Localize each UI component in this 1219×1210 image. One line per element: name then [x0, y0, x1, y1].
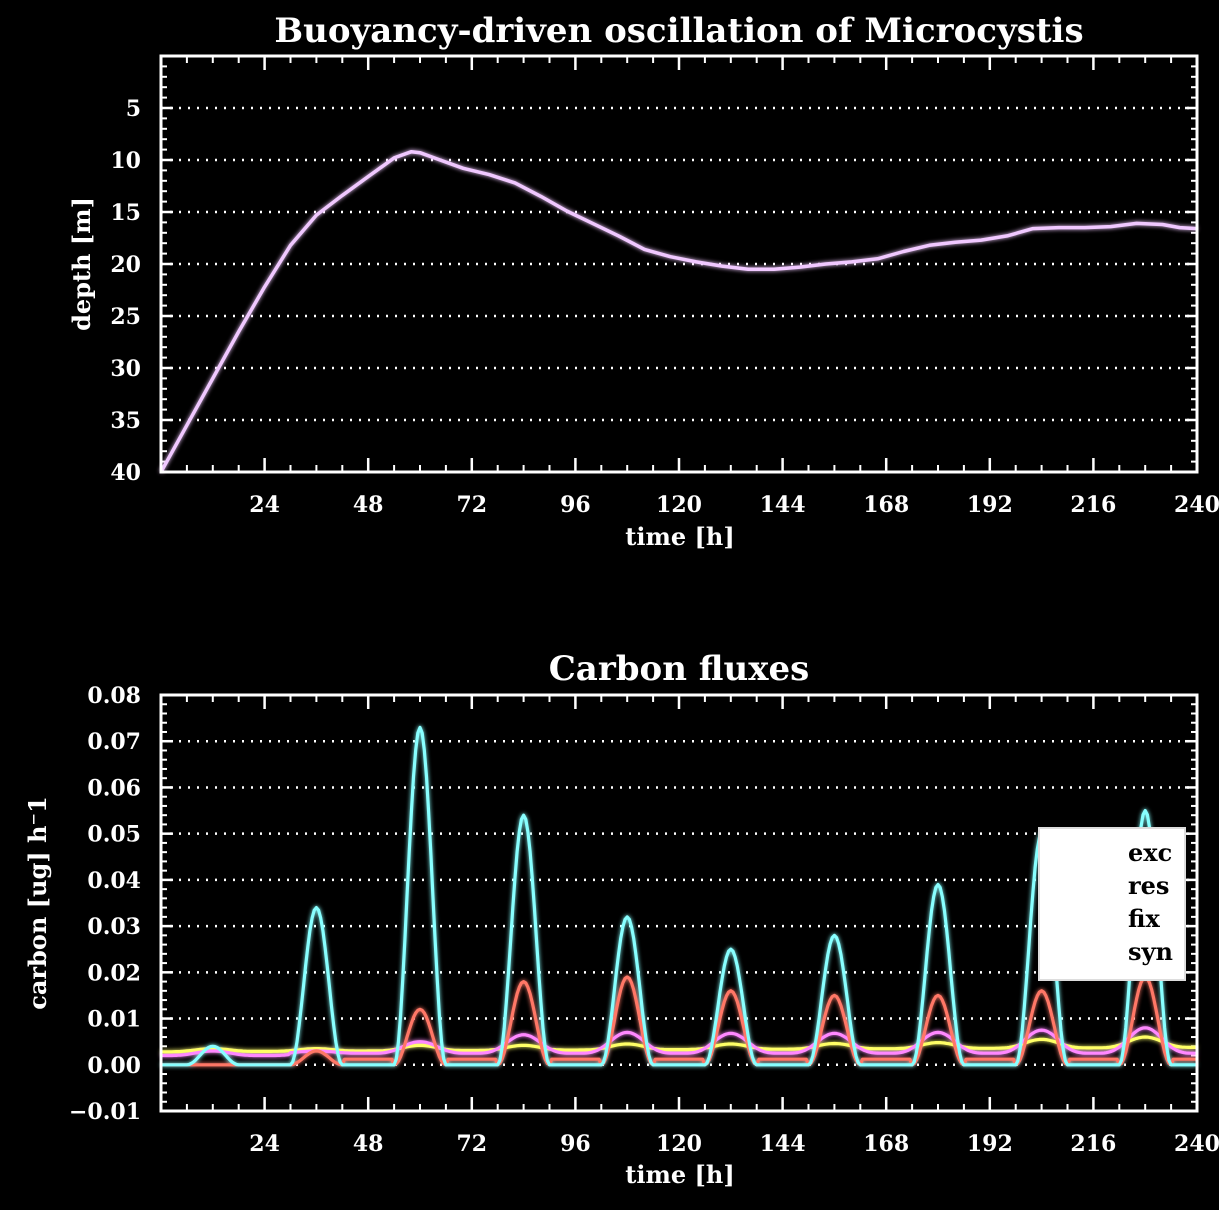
carbon-series-syn	[161, 975, 1197, 1067]
carbon-y-axis-label: carbon [ug] h⁻1	[23, 796, 52, 1010]
depth-x-tick-label: 144	[760, 492, 806, 518]
depth-y-tick-label: 10	[110, 148, 141, 174]
depth-series	[159, 149, 1198, 473]
depth-x-tick-label: 96	[560, 492, 591, 518]
carbon-x-tick-label: 72	[456, 1131, 487, 1157]
carbon-series	[161, 725, 1197, 1067]
depth-x-tick-label: 48	[353, 492, 384, 518]
carbon-legend: exc res fix syn	[1038, 827, 1186, 981]
depth-y-axis-label: depth [m]	[67, 197, 96, 331]
depth-x-tick-label: 192	[967, 492, 1013, 518]
carbon-x-tick-label: 216	[1070, 1131, 1116, 1157]
legend-label-res: res	[1128, 871, 1169, 900]
depth-y-tick-label: 15	[110, 200, 141, 226]
depth-x-tick-label: 168	[863, 492, 909, 518]
depth-ticks	[161, 56, 1199, 474]
depth-x-tick-label: 120	[656, 492, 702, 518]
carbon-y-tick-label: 0.03	[87, 914, 141, 940]
carbon-x-tick-label: 48	[353, 1131, 384, 1157]
depth-x-tick-label: 24	[249, 492, 280, 518]
depth-series-line	[159, 149, 1198, 473]
legend-label-syn: syn	[1128, 937, 1173, 966]
carbon-y-tick-label: −0.01	[69, 1099, 141, 1125]
carbon-x-tick-label: 24	[249, 1131, 280, 1157]
depth-gridlines	[161, 106, 1197, 422]
depth-y-tick-label: 5	[126, 96, 141, 122]
carbon-x-tick-label: 144	[760, 1131, 806, 1157]
depth-x-axis-label: time [h]	[625, 522, 734, 551]
carbon-y-tick-label: 0.01	[87, 1007, 141, 1033]
depth-y-tick-label: 35	[110, 408, 141, 434]
depth-y-tick-label: 40	[110, 460, 141, 486]
carbon-y-tick-label: 0.08	[87, 683, 141, 709]
carbon-y-tick-label: 0.05	[87, 822, 141, 848]
carbon-x-tick-label: 96	[560, 1131, 591, 1157]
depth-plot-frame	[159, 54, 1199, 474]
carbon-series-fix	[161, 725, 1197, 1067]
depth-y-tick-label: 25	[110, 304, 141, 330]
carbon-y-tick-label: 0.00	[87, 1053, 141, 1079]
depth-chart-title: Buoyancy-driven oscillation of Microcyst…	[274, 11, 1083, 51]
carbon-x-tick-label: 192	[967, 1131, 1013, 1157]
carbon-x-tick-label: 120	[656, 1131, 702, 1157]
depth-x-tick-label: 240	[1174, 492, 1219, 518]
depth-chart: Buoyancy-driven oscillation of Microcyst…	[67, 11, 1219, 551]
depth-tick-labels: 5 10 15 20 25 30 35 40 24 48 72 96 120 144 168 192 216 24…	[110, 96, 1219, 518]
carbon-x-tick-label: 168	[863, 1131, 909, 1157]
depth-y-tick-label: 30	[110, 356, 141, 382]
carbon-plot-frame	[159, 693, 1199, 1113]
carbon-y-tick-label: 0.02	[87, 960, 141, 986]
legend-label-fix: fix	[1128, 904, 1160, 933]
depth-x-tick-label: 216	[1070, 492, 1116, 518]
carbon-chart-title: Carbon fluxes	[549, 649, 810, 689]
carbon-y-tick-label: 0.07	[87, 729, 141, 755]
depth-x-tick-label: 72	[456, 492, 487, 518]
carbon-y-tick-label: 0.04	[87, 868, 141, 894]
carbon-x-axis-label: time [h]	[625, 1160, 734, 1189]
legend-box	[1038, 827, 1186, 981]
legend-label-exc: exc	[1128, 838, 1172, 867]
carbon-chart: Carbon fluxes −0.01 0.00 0.01 0.02 0.03 0.04 0…	[23, 649, 1219, 1189]
carbon-tick-labels: −0.01 0.00 0.01 0.02 0.03 0.04 0.05 0.06 0.07 0.0…	[69, 683, 1219, 1157]
carbon-y-tick-label: 0.06	[87, 775, 141, 801]
depth-y-tick-label: 20	[110, 252, 141, 278]
carbon-x-tick-label: 240	[1174, 1131, 1219, 1157]
